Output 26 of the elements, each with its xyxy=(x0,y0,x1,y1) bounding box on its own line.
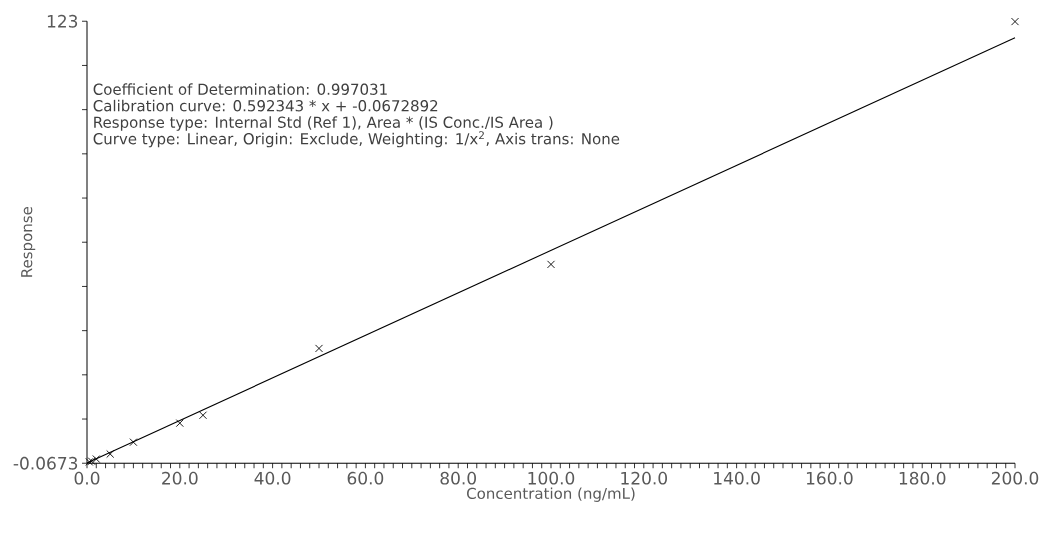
y-axis-title: Response xyxy=(21,206,36,277)
point xyxy=(106,450,115,458)
y-tick-label: 123 xyxy=(47,14,78,28)
point xyxy=(199,411,207,420)
x-tick-label: 60.0 xyxy=(347,471,384,485)
x-tick-label: 200.0 xyxy=(991,471,1039,485)
x-tick-label: 40.0 xyxy=(254,471,291,485)
point xyxy=(129,438,138,447)
annotation: Curve type: Linear, Origin: Exclude, Weighting: 1/x$^{2}$, Axis trans: None xyxy=(93,131,620,148)
point xyxy=(1011,17,1019,26)
point xyxy=(547,260,555,269)
x-axis-title: Concentration (ng/mL) xyxy=(467,487,635,502)
x-tick-label: 160.0 xyxy=(806,471,853,485)
x-tick-label: 100.0 xyxy=(528,471,575,485)
annotation: Calibration curve: 0.592343 * x + -0.0672892 xyxy=(93,99,438,112)
x-tick-label: 140.0 xyxy=(714,471,760,485)
x-tick-label: 0.0 xyxy=(74,471,100,485)
annotation: Response type: Internal Std (Ref 1), Area * (IS Conc./IS Area ) xyxy=(94,116,553,131)
x-tick-label: 80.0 xyxy=(440,471,476,485)
point xyxy=(315,344,323,353)
y-tick-label: -0.0673 xyxy=(13,456,78,470)
x-tick-label: 180.0 xyxy=(899,471,946,485)
x-tick-label: 120.0 xyxy=(621,471,667,485)
point xyxy=(175,419,184,428)
annotation: Coefficient of Determination: 0.997031 xyxy=(93,83,387,95)
x-tick-label: 20.0 xyxy=(162,471,198,485)
